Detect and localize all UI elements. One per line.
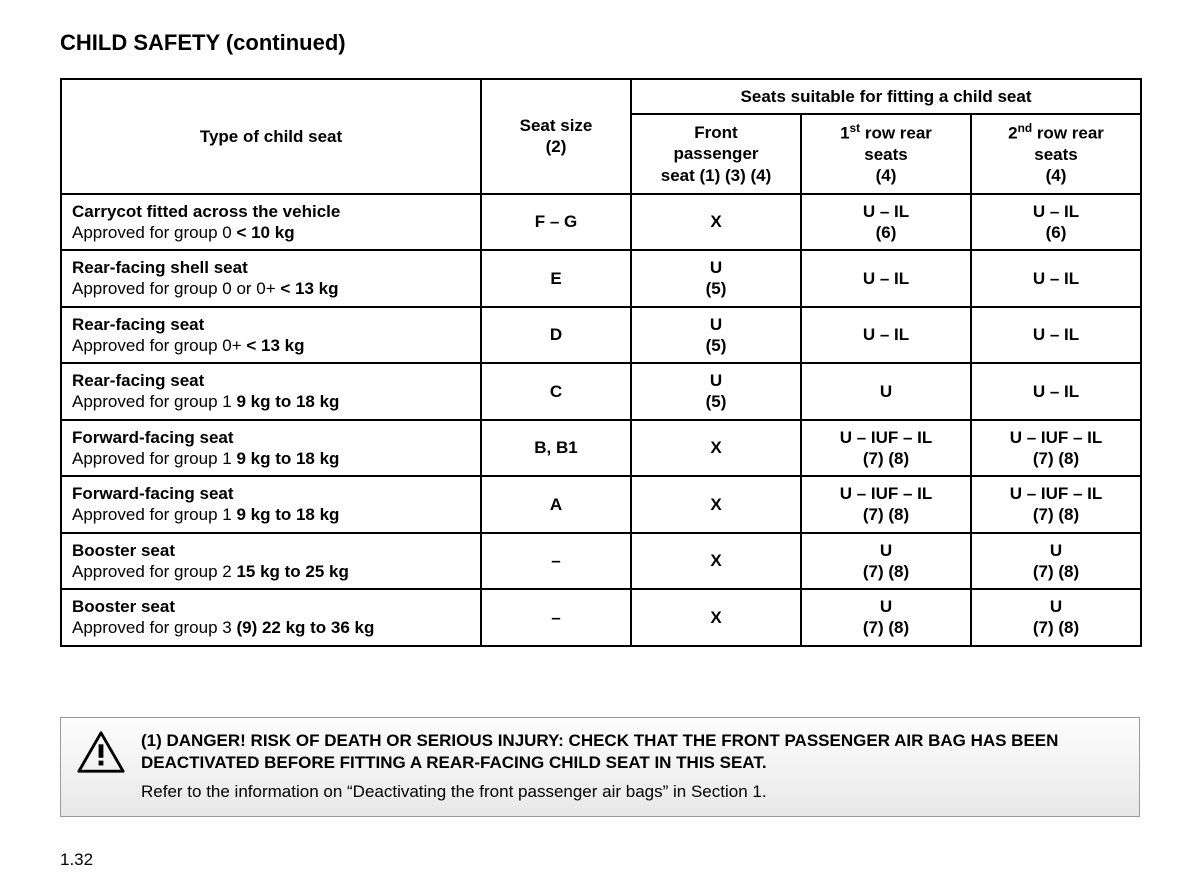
cell-row2: U – IUF – IL(7) (8) [971, 476, 1141, 533]
cell-front: X [631, 476, 801, 533]
child-seat-table: Type of child seat Seat size (2) Seats s… [60, 78, 1142, 647]
page-number: 1.32 [60, 850, 93, 870]
cell-front: X [631, 194, 801, 251]
table-row: Rear-facing shell seatApproved for group… [61, 250, 1141, 307]
header-type: Type of child seat [61, 79, 481, 194]
seat-approved: Approved for group 3 (9) 22 kg to 36 kg [72, 618, 374, 637]
seat-name: Booster seat [72, 540, 470, 561]
seat-approved: Approved for group 2 15 kg to 25 kg [72, 562, 349, 581]
cell-front: U(5) [631, 307, 801, 364]
warning-refer: Refer to the information on “Deactivatin… [141, 782, 1123, 802]
table-row: Carrycot fitted across the vehicleApprov… [61, 194, 1141, 251]
seat-name: Booster seat [72, 596, 470, 617]
page-title: CHILD SAFETY (continued) [60, 30, 1140, 56]
seat-name: Forward-facing seat [72, 427, 470, 448]
cell-size: A [481, 476, 631, 533]
seat-name: Rear-facing shell seat [72, 257, 470, 278]
cell-front: X [631, 589, 801, 646]
cell-front: X [631, 533, 801, 590]
cell-row2: U(7) (8) [971, 533, 1141, 590]
cell-size: D [481, 307, 631, 364]
cell-size: – [481, 533, 631, 590]
header-row1: 1st row rear seats (4) [801, 114, 971, 193]
cell-row2: U(7) (8) [971, 589, 1141, 646]
cell-row1: U – IL [801, 250, 971, 307]
cell-size: E [481, 250, 631, 307]
warning-danger: (1) DANGER! RISK OF DEATH OR SERIOUS INJ… [141, 730, 1123, 774]
cell-size: – [481, 589, 631, 646]
header-row2: 2nd row rear seats (4) [971, 114, 1141, 193]
cell-front: U(5) [631, 250, 801, 307]
cell-row2: U – IL [971, 307, 1141, 364]
cell-row2: U – IL(6) [971, 194, 1141, 251]
cell-front: X [631, 420, 801, 477]
cell-type: Forward-facing seatApproved for group 1 … [61, 420, 481, 477]
cell-size: B, B1 [481, 420, 631, 477]
cell-row1: U [801, 363, 971, 420]
header-front: Front passenger seat (1) (3) (4) [631, 114, 801, 193]
cell-type: Rear-facing shell seatApproved for group… [61, 250, 481, 307]
cell-size: C [481, 363, 631, 420]
cell-row2: U – IUF – IL(7) (8) [971, 420, 1141, 477]
cell-size: F – G [481, 194, 631, 251]
table-row: Forward-facing seatApproved for group 1 … [61, 420, 1141, 477]
table-row: Rear-facing seatApproved for group 1 9 k… [61, 363, 1141, 420]
cell-front: U(5) [631, 363, 801, 420]
table-row: Rear-facing seatApproved for group 0+ < … [61, 307, 1141, 364]
cell-row2: U – IL [971, 250, 1141, 307]
seat-approved: Approved for group 0+ < 13 kg [72, 336, 305, 355]
cell-row1: U – IL(6) [801, 194, 971, 251]
table-row: Booster seatApproved for group 3 (9) 22 … [61, 589, 1141, 646]
seat-name: Forward-facing seat [72, 483, 470, 504]
cell-type: Rear-facing seatApproved for group 1 9 k… [61, 363, 481, 420]
header-size-l2: (2) [546, 137, 567, 156]
seat-approved: Approved for group 1 9 kg to 18 kg [72, 449, 339, 468]
warning-text: (1) DANGER! RISK OF DEATH OR SERIOUS INJ… [141, 730, 1123, 802]
seat-name: Rear-facing seat [72, 370, 470, 391]
cell-type: Booster seatApproved for group 2 15 kg t… [61, 533, 481, 590]
title-continued: (continued) [226, 30, 346, 55]
cell-row1: U – IUF – IL(7) (8) [801, 476, 971, 533]
header-size-l1: Seat size [520, 116, 593, 135]
cell-type: Rear-facing seatApproved for group 0+ < … [61, 307, 481, 364]
title-main: CHILD SAFETY [60, 30, 220, 55]
seat-approved: Approved for group 0 or 0+ < 13 kg [72, 279, 339, 298]
cell-row2: U – IL [971, 363, 1141, 420]
warning-box: (1) DANGER! RISK OF DEATH OR SERIOUS INJ… [60, 717, 1140, 817]
warning-icon [77, 730, 125, 774]
seat-approved: Approved for group 1 9 kg to 18 kg [72, 505, 339, 524]
seat-name: Rear-facing seat [72, 314, 470, 335]
cell-type: Booster seatApproved for group 3 (9) 22 … [61, 589, 481, 646]
seat-approved: Approved for group 0 < 10 kg [72, 223, 295, 242]
cell-row1: U(7) (8) [801, 589, 971, 646]
seat-approved: Approved for group 1 9 kg to 18 kg [72, 392, 339, 411]
header-size: Seat size (2) [481, 79, 631, 194]
table-row: Booster seatApproved for group 2 15 kg t… [61, 533, 1141, 590]
cell-row1: U – IL [801, 307, 971, 364]
cell-type: Carrycot fitted across the vehicleApprov… [61, 194, 481, 251]
table-row: Forward-facing seatApproved for group 1 … [61, 476, 1141, 533]
cell-row1: U – IUF – IL(7) (8) [801, 420, 971, 477]
seat-name: Carrycot fitted across the vehicle [72, 201, 470, 222]
cell-type: Forward-facing seatApproved for group 1 … [61, 476, 481, 533]
header-suitable: Seats suitable for fitting a child seat [631, 79, 1141, 114]
cell-row1: U(7) (8) [801, 533, 971, 590]
